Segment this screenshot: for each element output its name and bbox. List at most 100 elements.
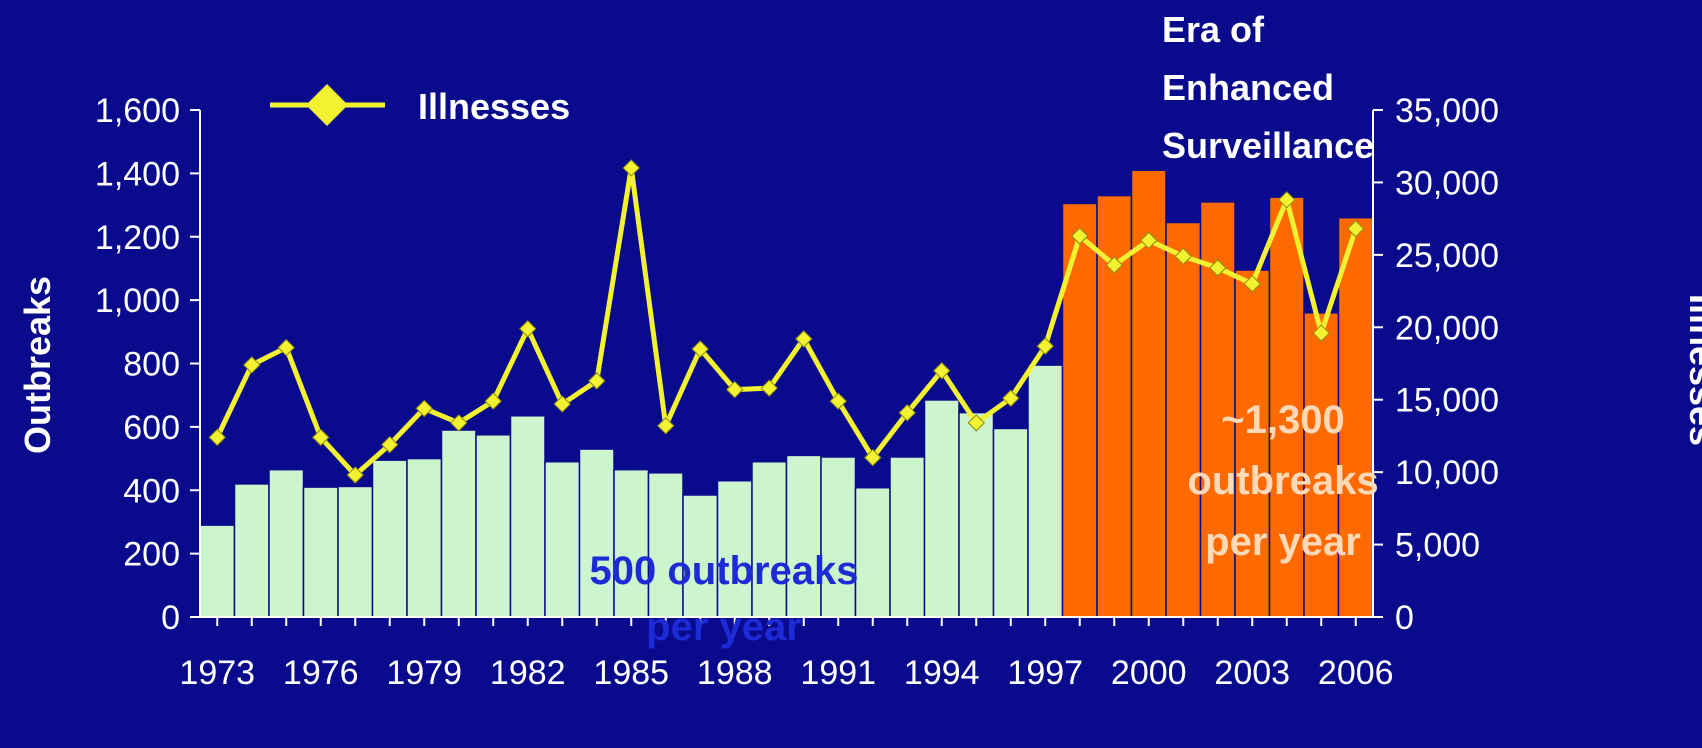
left-tick-label: 1,000	[95, 282, 180, 320]
illnesses-point-1977	[346, 466, 364, 484]
illnesses-point-2003	[1243, 275, 1261, 293]
x-tick-label: 1985	[593, 654, 669, 692]
right-tick-label: 35,000	[1395, 92, 1499, 130]
illnesses-point-1994	[933, 362, 951, 380]
illnesses-point-1993	[898, 404, 916, 422]
outbreak-bar-1980	[440, 429, 477, 618]
illnesses-point-1975	[277, 338, 295, 357]
left-tick-label: 400	[123, 472, 180, 510]
right-tick-label: 15,000	[1395, 382, 1499, 420]
illnesses-point-1999	[1105, 256, 1123, 274]
illnesses-line	[214, 165, 1359, 478]
outbreak-bar-1986	[647, 472, 684, 618]
outbreak-bar-1996	[992, 427, 1029, 618]
early-note-line-2: per year	[646, 605, 802, 649]
x-tick-label: 2000	[1111, 654, 1187, 692]
era-line-2: Enhanced	[1162, 67, 1334, 108]
outbreak-bar-1990	[785, 454, 822, 618]
outbreak-bar-1982	[509, 415, 546, 618]
outbreak-bar-1981	[475, 434, 512, 618]
illnesses-point-1978	[381, 435, 399, 454]
outbreak-bar-1988	[716, 479, 753, 618]
illnesses-point-1985	[622, 159, 640, 177]
illnesses-point-1973	[208, 428, 226, 447]
x-tick-label: 1979	[386, 654, 462, 692]
era-annotation: Era of Enhanced Surveillance	[1162, 9, 1374, 166]
x-tick-label: 1973	[179, 654, 255, 692]
outbreak-bar-1974	[233, 483, 270, 618]
outbreak-bar-1984	[578, 448, 615, 618]
outbreak-bar-1995	[958, 411, 995, 618]
left-tick-label: 1,600	[95, 92, 180, 130]
axes: 0 200 400 600 800 1,000 1,200 1,400 1,600 0 5,000 1…	[95, 92, 1499, 692]
illnesses-point-1989	[760, 379, 778, 397]
outbreak-bar-2001	[1165, 221, 1202, 618]
outbreak-bar-1977	[337, 485, 374, 618]
outbreak-bar-1991	[820, 456, 857, 618]
right-tick-label: 0	[1395, 599, 1414, 637]
left-tick-label: 1,400	[95, 155, 180, 193]
illnesses-point-1982	[519, 320, 537, 338]
x-tick-label: 2003	[1214, 654, 1290, 692]
left-tick-label: 1,200	[95, 219, 180, 257]
x-tick-label: 1997	[1007, 654, 1083, 692]
illnesses-point-1992	[864, 448, 882, 467]
illnesses-point-2006	[1347, 220, 1365, 238]
x-tick-label: 2006	[1318, 654, 1394, 692]
era-line-1: Era of	[1162, 9, 1265, 50]
illnesses-point-1976	[312, 428, 330, 447]
illnesses-point-1995	[967, 414, 985, 432]
illnesses-point-1979	[415, 399, 433, 418]
right-tick-label: 20,000	[1395, 309, 1499, 347]
right-tick-label: 30,000	[1395, 164, 1499, 202]
legend-diamond-marker	[306, 84, 348, 126]
illnesses-point-1988	[726, 380, 744, 399]
illnesses-point-2002	[1209, 259, 1227, 277]
outbreak-bar-1978	[371, 459, 408, 618]
outbreak-bar-1994	[923, 399, 960, 618]
left-tick-label: 600	[123, 409, 180, 447]
right-tick-label: 5,000	[1395, 527, 1480, 565]
x-tick-label: 1991	[800, 654, 876, 692]
left-axis-title: Outbreaks	[17, 276, 58, 454]
illnesses-point-1980	[450, 414, 468, 432]
illnesses-point-1986	[657, 417, 675, 435]
illnesses-point-1983	[553, 395, 571, 413]
legend-label: Illnesses	[418, 86, 570, 127]
illnesses-point-2000	[1140, 231, 1158, 250]
outbreak-bars	[199, 169, 1374, 618]
outbreak-bar-1985	[613, 468, 650, 618]
outbreak-bar-1975	[268, 468, 305, 618]
illnesses-point-1981	[484, 392, 502, 410]
left-tick-label: 200	[123, 536, 180, 574]
x-tick-label: 1994	[904, 654, 980, 692]
average-note-enhanced: ~1,300 outbreaks per year	[1187, 398, 1378, 564]
x-tick-label: 1988	[697, 654, 773, 692]
legend: Illnesses	[270, 84, 570, 127]
average-note-early: 500 outbreaks per year	[589, 549, 858, 649]
illnesses-point-1990	[795, 330, 813, 348]
outbreak-bar-1997	[1027, 364, 1064, 618]
enhanced-note-line-1: ~1,300	[1221, 398, 1344, 442]
enhanced-note-line-3: per year	[1205, 520, 1361, 564]
outbreak-bar-1992	[854, 486, 891, 618]
right-axis-title: Illnesses	[1682, 294, 1702, 446]
enhanced-note-line-2: outbreaks	[1187, 459, 1378, 503]
left-tick-label: 800	[123, 346, 180, 384]
illnesses-line-series	[208, 159, 1365, 484]
illnesses-point-2001	[1174, 247, 1192, 266]
outbreak-bar-1987	[682, 494, 719, 618]
left-tick-label: 0	[161, 599, 180, 637]
era-line-3: Surveillance	[1162, 125, 1374, 166]
illnesses-point-1974	[243, 356, 261, 374]
x-tick-label: 1982	[490, 654, 566, 692]
early-note-line-1: 500 outbreaks	[589, 549, 858, 593]
illnesses-point-2005	[1312, 324, 1330, 342]
right-tick-label: 25,000	[1395, 237, 1499, 275]
outbreak-bar-1993	[889, 456, 926, 618]
illnesses-point-1998	[1071, 227, 1089, 245]
x-tick-label: 1976	[283, 654, 359, 692]
illnesses-point-1997	[1036, 337, 1054, 355]
